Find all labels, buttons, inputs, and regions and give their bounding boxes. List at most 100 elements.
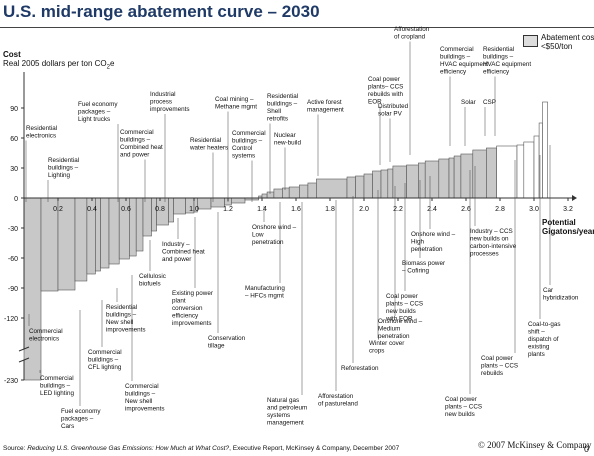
x-tick-label: 3.2 bbox=[563, 206, 573, 213]
x-tick-label: 0.6 bbox=[121, 206, 131, 213]
abatement-bar bbox=[23, 197, 42, 381]
abatement-label: Residential electronics bbox=[26, 125, 57, 140]
abatement-label: Winter cover crops bbox=[369, 340, 404, 355]
abatement-bar bbox=[453, 155, 462, 199]
x-tick-label: 1.6 bbox=[291, 206, 301, 213]
abatement-label: Nuclear new-build bbox=[274, 132, 301, 147]
abatement-label: Commercial buildings – LED lighting bbox=[40, 375, 74, 397]
source-title: Reducing U.S. Greenhouse Gas Emissions: … bbox=[27, 445, 230, 452]
abatement-bar bbox=[273, 188, 283, 199]
abatement-bar bbox=[142, 197, 152, 237]
abatement-label: Distributed solar PV bbox=[378, 103, 409, 118]
abatement-bar bbox=[387, 168, 394, 199]
x-tick-label: 1.4 bbox=[257, 206, 267, 213]
y-tick-label: 0 bbox=[14, 196, 18, 203]
abatement-label: Reforestation bbox=[341, 365, 379, 372]
abatement-label: Commercial buildings – Combined heat and po… bbox=[120, 129, 163, 159]
abatement-label: Residential buildings – Shell retrofits bbox=[267, 93, 298, 123]
legend-swatch bbox=[523, 35, 538, 47]
abatement-bar bbox=[288, 186, 300, 199]
page-number: 0 bbox=[584, 444, 590, 454]
abatement-bar bbox=[168, 197, 174, 223]
abatement-label: Fuel economy packages – Cars bbox=[61, 408, 101, 430]
abatement-bar bbox=[380, 169, 389, 199]
abatement-label: CSP bbox=[483, 99, 496, 106]
abatement-label: Fuel economy packages – Light trucks bbox=[78, 101, 118, 123]
abatement-bar bbox=[542, 101, 548, 199]
abatement-label: Afforestation of pastureland bbox=[318, 393, 358, 408]
abatement-label: Car hybridization bbox=[543, 287, 579, 302]
abatement-bar bbox=[135, 197, 144, 252]
abatement-bar bbox=[533, 135, 540, 199]
abatement-label: Commercial buildings – New shell improvemen… bbox=[125, 383, 165, 413]
abatement-bar bbox=[346, 176, 356, 199]
abatement-label: Coal-to-gas shift – dispatch of existing pla… bbox=[528, 321, 561, 358]
abatement-label: Cellulosic biofuels bbox=[139, 273, 166, 288]
y-axis-title: Cost Real 2005 dollars per ton CO2e bbox=[3, 50, 114, 73]
abatement-label: Coal power plants – CCS rebuilds bbox=[481, 355, 518, 377]
x-tick-label: 0.4 bbox=[87, 206, 97, 213]
abatement-bar bbox=[448, 157, 455, 199]
abatement-label: Solar bbox=[461, 99, 476, 106]
chart-title: U.S. mid-range abatement curve – 2030 bbox=[3, 2, 320, 21]
abatement-label: Industrial process improvements bbox=[150, 91, 190, 113]
y-axis-unit: Real 2005 dollars per ton CO2e bbox=[3, 59, 114, 71]
abatement-bar bbox=[307, 182, 317, 199]
source-note: Source: Reducing U.S. Greenhouse Gas Emi… bbox=[3, 445, 399, 452]
x-tick-label: 0.8 bbox=[155, 206, 165, 213]
legend-label: Abatement cost <$50/ton bbox=[541, 33, 594, 51]
abatement-label: Manufacturing – HFCs mgmt bbox=[245, 285, 285, 300]
x-tick-label: 3.0 bbox=[529, 206, 539, 213]
y-tick-label: -120 bbox=[4, 316, 18, 323]
abatement-bar bbox=[261, 193, 268, 199]
abatement-label: Coal power plants – CCS new builds with EOR bbox=[385, 293, 423, 323]
x-tick-label: 1.0 bbox=[189, 206, 199, 213]
y-tick-label: -30 bbox=[8, 226, 18, 233]
abatement-bar bbox=[100, 197, 110, 269]
title-divider bbox=[0, 27, 594, 28]
abatement-label: Coal mining – Methane mgmt bbox=[215, 96, 257, 111]
copyright: © 2007 McKinsey & Company bbox=[478, 440, 592, 450]
abatement-label: Commercial buildings – Control systems bbox=[232, 130, 266, 160]
abatement-label: Industry – CCS new builds on carbon-intens… bbox=[470, 228, 517, 258]
source-rest: , Executive Report, McKinsey & Company, … bbox=[229, 445, 400, 452]
abatement-bar bbox=[173, 197, 186, 215]
abatement-bar bbox=[418, 162, 426, 199]
x-axis-title: Potential Gigatons/year bbox=[542, 218, 594, 236]
abatement-label: Industry – Combined heat and power bbox=[162, 241, 205, 263]
abatement-label: Residential buildings – HVAC equipment effi… bbox=[483, 46, 531, 76]
y-tick-label: 30 bbox=[10, 166, 18, 173]
abatement-bar bbox=[496, 145, 518, 199]
x-tick-label: 0.2 bbox=[53, 206, 63, 213]
abatement-bar bbox=[282, 187, 290, 199]
abatement-label: Afforestation of cropland bbox=[394, 26, 430, 41]
abatement-label: Onshore wind – Low penetration bbox=[252, 224, 297, 246]
abatement-bar bbox=[538, 122, 543, 199]
axis-break-mark bbox=[18, 346, 30, 363]
y-tick-label: -60 bbox=[8, 256, 18, 263]
abatement-bar bbox=[74, 197, 88, 282]
abatement-bar bbox=[523, 141, 535, 199]
x-tick-label: 2.2 bbox=[393, 206, 403, 213]
y-tick-label: -90 bbox=[8, 286, 18, 293]
abatement-bar bbox=[363, 173, 373, 199]
abatement-label: Coal power plants– CCS rebuilds with EOR bbox=[368, 76, 403, 106]
abatement-label: Natural gas and petroleum systems managemen… bbox=[267, 397, 307, 427]
abatement-label: Residential buildings – Lighting bbox=[48, 157, 79, 179]
x-tick-label: 2.4 bbox=[427, 206, 437, 213]
y-tick-label: -230 bbox=[4, 378, 18, 385]
abatement-label: Onshore wind – High penetration bbox=[411, 231, 456, 253]
abatement-label: Biomass power – Cofiring bbox=[402, 260, 445, 275]
abatement-bar bbox=[516, 144, 525, 199]
x-tick-label: 2.0 bbox=[359, 206, 369, 213]
y-tick-label: 90 bbox=[10, 106, 18, 113]
abatement-label: Commercial electronics bbox=[29, 328, 63, 343]
x-tick-label: 1.2 bbox=[223, 206, 233, 213]
abatement-bar bbox=[231, 197, 246, 204]
abatement-bar bbox=[355, 175, 365, 199]
x-axis-arrow-icon bbox=[572, 195, 577, 201]
x-tick-label: 1.8 bbox=[325, 206, 335, 213]
abatement-bar bbox=[486, 147, 497, 199]
abatement-label: Commercial buildings – HVAC equipment effic… bbox=[440, 46, 488, 76]
